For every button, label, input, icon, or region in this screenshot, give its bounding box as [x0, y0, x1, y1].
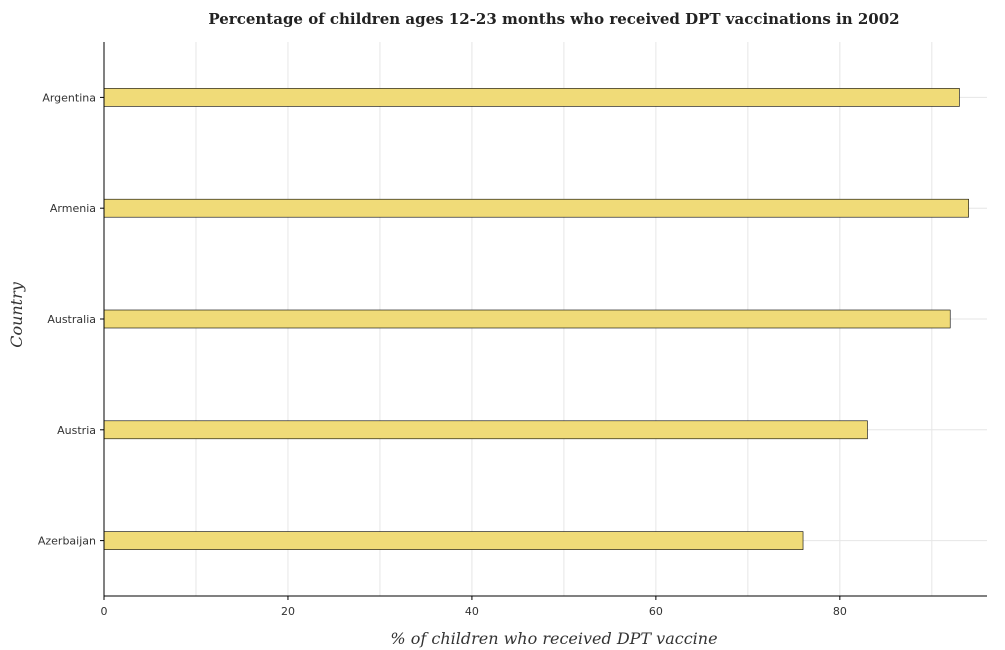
- x-tick-labels: 0 20 40 60 80: [101, 596, 847, 618]
- y-tick-label: Argentina: [42, 91, 96, 104]
- y-tick-label: Azerbaijan: [38, 535, 96, 548]
- bar-austria: [103, 420, 868, 440]
- x-tick-label: 0: [101, 605, 108, 618]
- chart-title: Percentage of children ages 12-23 months…: [208, 10, 899, 28]
- x-tick-label: 80: [833, 605, 847, 618]
- y-tick-label: Armenia: [50, 202, 96, 215]
- bars: [103, 88, 969, 550]
- bar-armenia: [103, 198, 969, 218]
- y-tick-labels: Argentina Armenia Australia Austria Azerbaij…: [38, 91, 104, 548]
- y-tick-label: Australia: [47, 313, 96, 326]
- x-axis-label: % of children who received DPT vaccine: [390, 629, 717, 648]
- bar-azerbaijan: [103, 531, 804, 550]
- x-tick-label: 60: [649, 605, 663, 618]
- bar-argentina: [103, 88, 960, 107]
- y-tick-label: Austria: [57, 424, 96, 437]
- bar-australia: [103, 309, 951, 329]
- x-tick-label: 20: [281, 605, 295, 618]
- y-axis-label: Country: [7, 281, 26, 348]
- x-tick-label: 40: [465, 605, 479, 618]
